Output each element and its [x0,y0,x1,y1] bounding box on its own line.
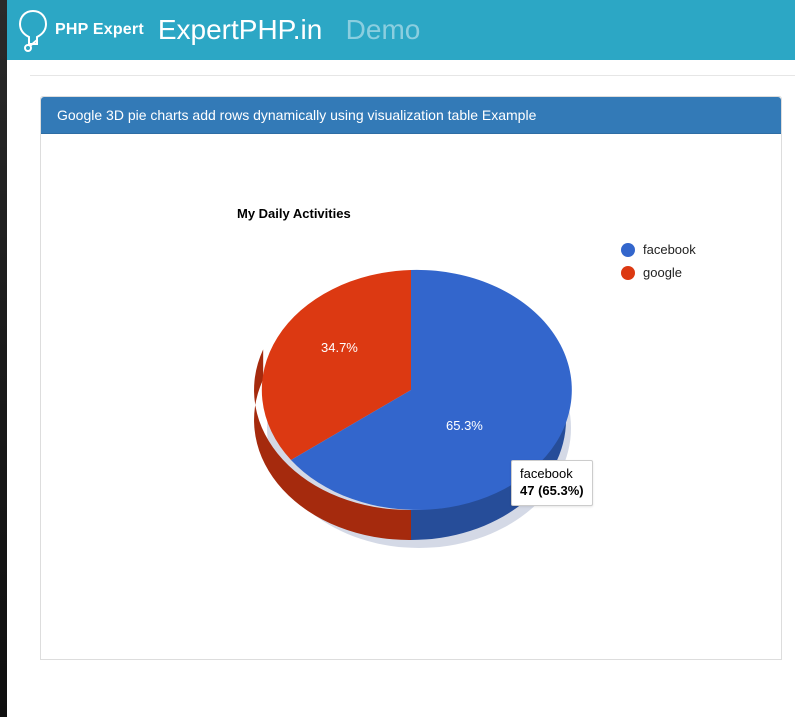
chart-legend: facebook google [621,242,696,288]
legend-dot [621,266,635,280]
logo[interactable]: PHP Expert [15,8,144,52]
legend-label: facebook [643,242,696,257]
tooltip-name: facebook [520,466,584,483]
panel-body: My Daily Activities 34.7% 65.3% [41,134,781,659]
logo-text: PHP Expert [55,21,144,39]
legend-item-facebook[interactable]: facebook [621,242,696,257]
header-bar: PHP Expert ExpertPHP.in Demo [7,0,795,60]
php-expert-icon [15,8,51,52]
hr-divider [30,75,795,76]
legend-dot [621,243,635,257]
legend-label: google [643,265,682,280]
pie-chart[interactable]: 34.7% 65.3% [241,250,581,560]
brand-suffix: Demo [346,14,421,45]
chart-tooltip: facebook 47 (65.3%) [511,460,593,506]
brand-main: ExpertPHP.in [158,14,322,45]
tooltip-value: 47 (65.3%) [520,483,584,500]
left-dark-strip [0,0,7,717]
brand-title: ExpertPHP.in Demo [158,14,421,46]
panel: Google 3D pie charts add rows dynamicall… [40,96,782,660]
legend-item-google[interactable]: google [621,265,696,280]
panel-header: Google 3D pie charts add rows dynamicall… [41,97,781,134]
chart-title: My Daily Activities [237,206,351,221]
